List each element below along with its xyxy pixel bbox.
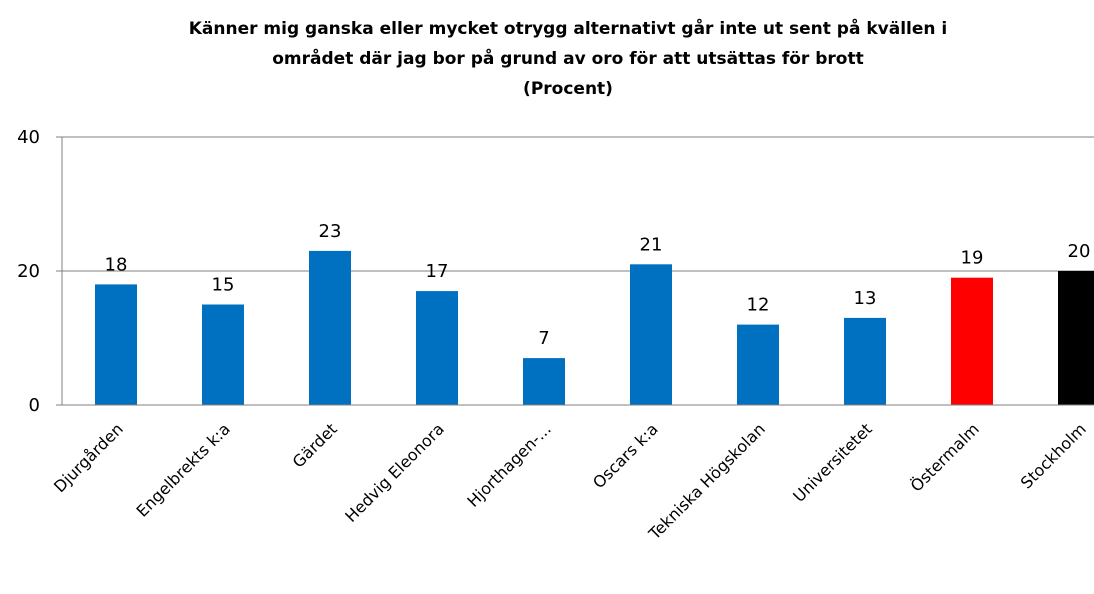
- data-label: 21: [640, 234, 663, 255]
- bar: [202, 304, 244, 405]
- chart-title: (Procent): [523, 79, 613, 99]
- data-label: 13: [854, 288, 877, 309]
- data-label: 20: [1068, 241, 1091, 262]
- data-label: 23: [319, 221, 342, 242]
- bar: [95, 284, 137, 405]
- data-label: 15: [212, 275, 235, 296]
- x-tick-label: Gärdet: [289, 419, 341, 471]
- bar: [951, 277, 993, 405]
- x-tick-label: Djurgården: [50, 419, 127, 496]
- data-label: 19: [961, 248, 984, 269]
- x-tick-label: Universitetet: [789, 419, 876, 506]
- x-tick-label: Engelbrekts k:a: [132, 419, 233, 520]
- data-label: 7: [538, 328, 549, 349]
- chart-title: Känner mig ganska eller mycket otrygg al…: [189, 17, 948, 39]
- x-tick-label: Östermalm: [907, 419, 983, 495]
- bar: [844, 317, 886, 405]
- data-label: 18: [105, 254, 128, 275]
- data-label: 17: [426, 261, 449, 282]
- bar: [737, 324, 779, 405]
- x-tick-label: Stockholm: [1017, 419, 1090, 492]
- bar: [523, 358, 565, 405]
- x-tick-label: Hedvig Eleonora: [341, 419, 448, 526]
- bar: [416, 291, 458, 405]
- x-tick-label: Hjorthagen-...: [463, 419, 554, 510]
- bar: [1058, 271, 1094, 405]
- y-tick-label: 40: [17, 127, 40, 148]
- x-tick-label: Oscars k:a: [589, 419, 662, 492]
- bar: [630, 264, 672, 405]
- x-tick-label: Tekniska Högskolan: [644, 419, 769, 544]
- y-tick-label: 20: [17, 261, 40, 282]
- bar: [309, 250, 351, 405]
- chart-title: området där jag bor på grund av oro för …: [272, 47, 863, 69]
- y-tick-label: 0: [29, 395, 40, 416]
- data-label: 12: [747, 295, 770, 316]
